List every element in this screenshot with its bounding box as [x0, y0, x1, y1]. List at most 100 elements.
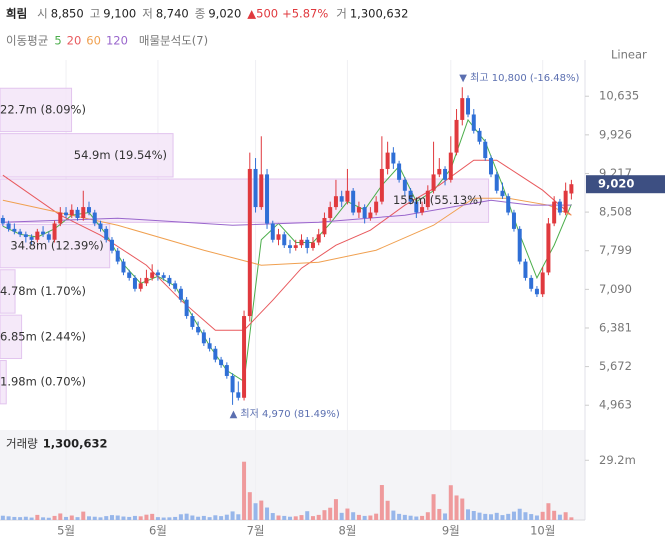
candle-body	[420, 207, 425, 213]
profile-label: 6.85m (2.44%)	[0, 329, 86, 343]
candle-body	[466, 98, 471, 115]
volume-bar	[448, 485, 453, 520]
profile-bar	[0, 360, 7, 405]
quote-value: 9,020	[208, 7, 241, 21]
volume-bar	[155, 517, 160, 520]
candle-body	[356, 207, 361, 213]
volume-bar	[23, 516, 28, 520]
legend-entry: 5	[54, 34, 61, 48]
ma-line	[2, 199, 572, 226]
ma-line	[2, 159, 572, 331]
candle-body	[437, 168, 442, 175]
candle-body	[362, 207, 367, 218]
profile-label: 1.98m (0.70%)	[0, 375, 86, 389]
quote-value: 8,740	[156, 7, 189, 21]
candle-body	[190, 316, 195, 327]
volume-bar	[534, 515, 539, 520]
volume-bar	[431, 494, 436, 520]
volume-bar	[437, 508, 442, 520]
candle-body	[443, 168, 448, 180]
scale-type[interactable]: Linear	[611, 48, 647, 62]
volume-bar	[207, 517, 212, 520]
volume-bar	[253, 503, 258, 520]
candle-body	[81, 207, 86, 218]
candle-body	[150, 272, 155, 278]
volume-bar	[138, 516, 143, 520]
candle-body	[328, 207, 333, 218]
candle-body	[448, 152, 453, 180]
y-tick-label: 29.2m	[599, 453, 636, 467]
volume-bar	[310, 516, 315, 520]
volume-bar	[552, 510, 557, 520]
candle-body	[224, 365, 229, 376]
volume-bar	[345, 508, 350, 520]
price-marker-label: 9,020	[598, 177, 634, 191]
volume-bar	[483, 513, 488, 520]
volume-bar	[540, 511, 545, 520]
candle-body	[322, 217, 327, 235]
volume-bar	[18, 517, 23, 520]
profile-label: 4.78m (1.70%)	[0, 284, 86, 298]
stock-name: 희림	[6, 7, 27, 21]
volume-bar	[35, 514, 40, 520]
volume-bar	[471, 511, 476, 520]
candle-body	[540, 272, 545, 295]
volume-bar	[0, 515, 5, 520]
candle-body	[391, 152, 396, 164]
ma-line	[2, 197, 572, 266]
change: ▲500	[247, 7, 278, 21]
volume-bar	[270, 513, 275, 520]
volume-bar	[488, 514, 493, 520]
annotation: ▼ 최고 10,800 (-16.48%)	[459, 72, 579, 84]
candle-body	[494, 174, 499, 191]
volume-bar	[121, 516, 126, 520]
candle-body	[534, 288, 539, 295]
candle-body	[431, 174, 436, 191]
legend-entry: 매물분석도(7)	[139, 34, 208, 48]
candle-body	[402, 179, 407, 191]
volume-bar	[242, 461, 247, 520]
candle-body	[333, 196, 338, 208]
candle-body	[173, 283, 178, 289]
volume-bar	[259, 500, 264, 520]
volume-bar	[41, 517, 46, 520]
quote-value: 8,850	[51, 7, 84, 21]
candle-body	[12, 228, 17, 232]
candle-body	[345, 190, 350, 202]
candle-body	[265, 174, 270, 224]
volume-bar	[132, 515, 137, 520]
volume-bar	[420, 515, 425, 520]
candle-body	[374, 201, 379, 213]
price-marker	[586, 175, 665, 194]
profile-label: 54.9m (19.54%)	[74, 148, 167, 162]
legend-entry: 120	[106, 34, 128, 48]
volume-bar	[276, 515, 281, 520]
x-tick-label: 7월	[247, 524, 265, 538]
profile-bar	[0, 133, 174, 178]
volume-bar	[219, 516, 224, 520]
volume-bar	[115, 515, 120, 520]
volume-bar	[236, 514, 241, 520]
volume-bar	[402, 514, 407, 520]
candle-body	[425, 190, 430, 208]
ma-line	[2, 118, 572, 383]
volume-bar	[184, 513, 189, 520]
candle-body	[155, 272, 160, 276]
volume-bar	[523, 512, 528, 520]
candle-body	[454, 119, 459, 153]
volume-bar	[397, 513, 402, 520]
quote-label: 저	[142, 7, 153, 21]
quote-label: 종	[195, 7, 206, 21]
candle-body	[196, 326, 201, 333]
volume-bar	[167, 517, 172, 520]
candle-body	[368, 212, 373, 218]
volume-bar	[127, 516, 132, 520]
volume-bar	[288, 516, 292, 520]
annotation: ▲ 최저 4,970 (81.49%)	[230, 408, 340, 420]
candle-body	[477, 130, 482, 142]
candle-body	[471, 114, 476, 131]
candle-body	[167, 277, 172, 284]
volume-bar	[230, 511, 235, 520]
candle-body	[247, 168, 252, 317]
